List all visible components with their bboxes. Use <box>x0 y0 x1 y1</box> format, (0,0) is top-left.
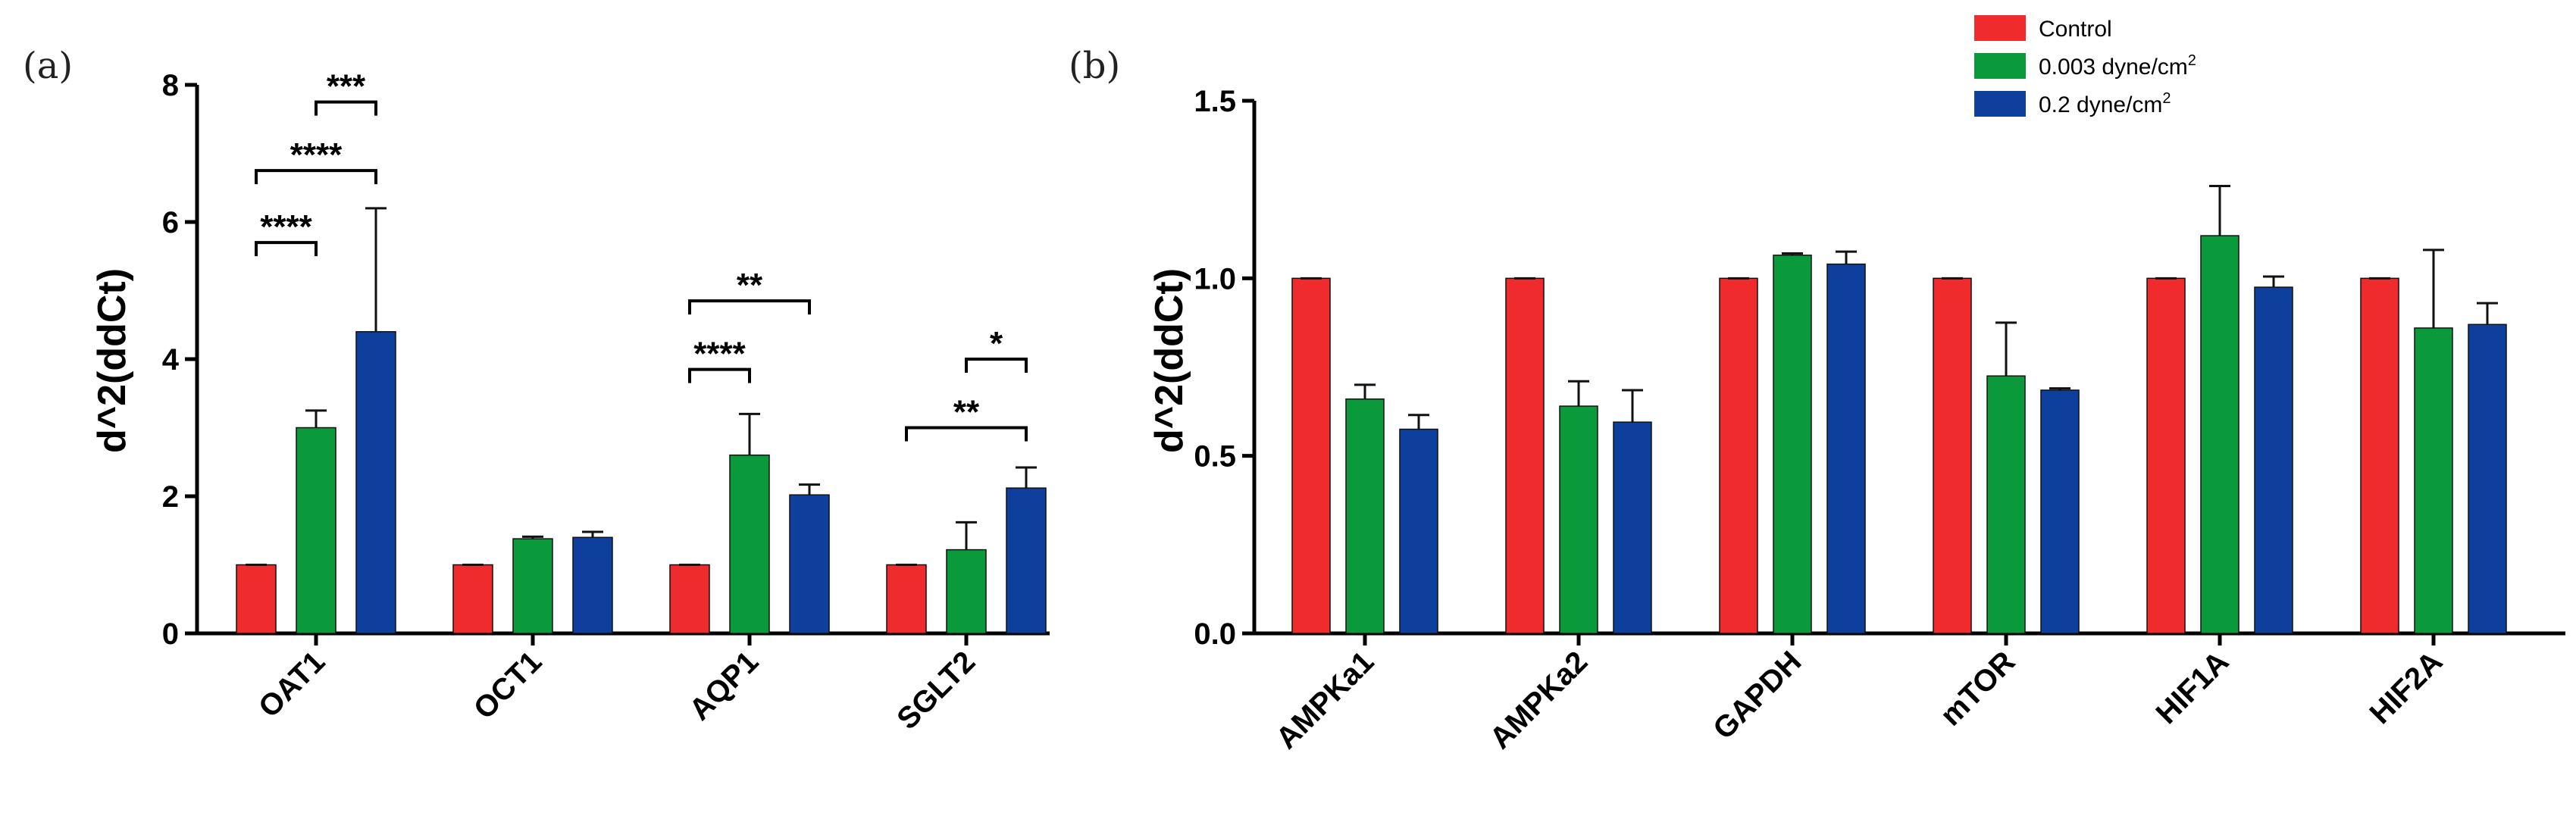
panel-b-bar <box>2200 235 2240 634</box>
panel-a-significance-bracket <box>965 358 1028 373</box>
panel-a-bar <box>512 538 553 634</box>
panel-b-xtick-label: mTOR <box>1934 645 2022 733</box>
panel-b-label: (b) <box>1069 45 1120 87</box>
panel-a-significance-bracket <box>905 426 1028 442</box>
panel-a-significance-bracket <box>255 241 318 257</box>
panel-a-xtick-label: OCT1 <box>468 645 549 726</box>
panel-b-bar <box>1505 277 1545 634</box>
panel-b-xtick-label: GAPDH <box>1707 645 1808 746</box>
panel-a-bar <box>886 564 927 634</box>
panel-a-bar <box>452 564 493 634</box>
panel-b-bar <box>1559 405 1598 634</box>
panel-b-ytick-label: 1.0 <box>1194 262 1236 295</box>
panel-b-plot: 0.0 0.5 1.0 1.5 AMPKa1 AMPKa2 GAPDH mTOR HIF1A HI… <box>1194 85 2565 755</box>
panel-a-ytick-label: 2 <box>162 480 179 514</box>
panel-a-significance-label: **** <box>260 208 312 245</box>
panel-b-bar <box>1719 277 1758 634</box>
panel-a-label: (a) <box>23 45 73 87</box>
panel-a-significance-label: ** <box>953 394 980 431</box>
legend-label-control: Control <box>2039 17 2112 42</box>
panel-b-bar <box>1345 398 1385 634</box>
panel-b-xtick-label: HIF1A <box>2150 645 2236 730</box>
panel-a-ylabel: d^2(ddCt) <box>90 268 134 453</box>
panel-b-bar <box>2146 277 2186 634</box>
panel-b-bar <box>2254 286 2293 634</box>
panel-b-bar <box>1826 263 1866 634</box>
panel-b-xtick-label: AMPKa1 <box>1270 645 1381 755</box>
panel-a-bar <box>669 564 710 634</box>
panel-a-significance-bracket <box>688 299 811 315</box>
panel-a-bar <box>1006 487 1047 634</box>
panel-b-bar <box>1613 421 1652 634</box>
panel-a-xtick-label: SGLT2 <box>890 645 981 736</box>
panel-a-bar <box>236 564 277 634</box>
panel-a-significance-label: * <box>990 325 1003 362</box>
panel-b-ytick-label: 1.5 <box>1194 85 1236 118</box>
panel-a-ytick-label: 4 <box>162 343 180 377</box>
panel-b-bar <box>2040 389 2080 634</box>
panel-a-bar <box>296 427 336 634</box>
panel-a-ytick-label: 6 <box>162 206 179 239</box>
legend-swatch-high <box>1974 91 2026 117</box>
legend: Control 0.003 dyne/cm2 0.2 dyne/cm2 <box>1974 15 2196 117</box>
panel-a-ytick-label: 0 <box>162 617 179 651</box>
panel-a-bar <box>946 549 987 634</box>
legend-swatch-low <box>1974 53 2026 79</box>
panel-a-bar <box>789 494 830 634</box>
panel-a-xtick-label: AQP1 <box>683 645 765 727</box>
panel-a-significance-label: **** <box>290 136 343 173</box>
panel-a-significance-bracket <box>315 100 377 116</box>
panel-a-bar <box>572 536 613 634</box>
panel-a-bar <box>355 331 396 634</box>
panel-a-significance-bracket <box>255 169 377 185</box>
panel-b-bar <box>1399 428 1438 634</box>
panel-a-bar <box>729 454 770 634</box>
panel-b-bar <box>1933 277 1972 634</box>
panel-b-ytick-label: 0.0 <box>1194 617 1236 651</box>
panel-a-significance-label: **** <box>693 336 746 373</box>
panel-b-ylabel: d^2(ddCt) <box>1147 268 1191 453</box>
legend-swatch-control <box>1974 15 2026 41</box>
panel-b-bar <box>2360 277 2399 634</box>
panel-b-bar <box>2414 327 2453 634</box>
panel-a-significance-label: *** <box>327 68 366 105</box>
panel-b-xtick-label: HIF2A <box>2364 645 2449 730</box>
panel-a-ytick-label: 8 <box>162 69 179 102</box>
panel-b-xtick-label: AMPKa2 <box>1484 645 1595 755</box>
panel-b-ytick-label: 0.5 <box>1194 440 1236 474</box>
panel-a-significance-bracket <box>688 367 751 383</box>
legend-label-high: 0.2 dyne/cm2 <box>2039 90 2171 117</box>
panel-a-xtick-label: OAT1 <box>252 645 331 724</box>
panel-b-bar <box>1773 255 1812 634</box>
panel-b-bar <box>1291 277 1331 634</box>
legend-label-low: 0.003 dyne/cm2 <box>2039 52 2196 80</box>
panel-b-bar <box>2468 324 2507 634</box>
panel-a-significance-label: ** <box>737 267 763 304</box>
panel-b-bar <box>1986 375 2026 634</box>
